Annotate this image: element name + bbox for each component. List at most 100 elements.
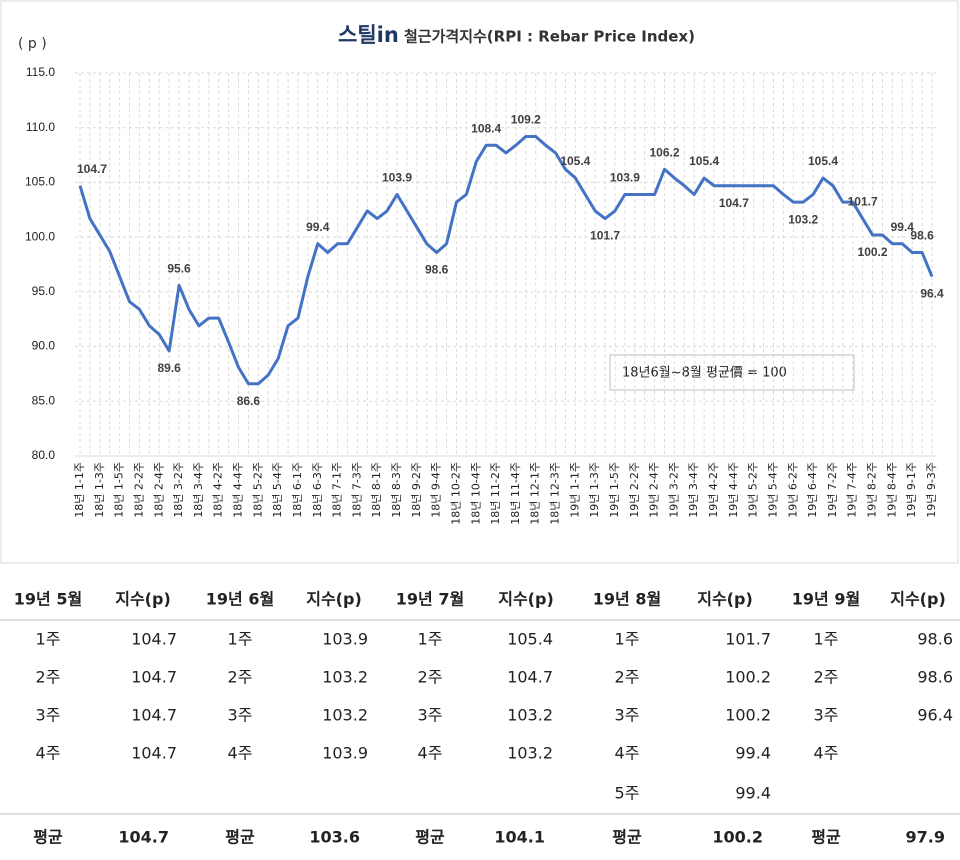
- table-week: 1주: [36, 630, 61, 649]
- table-week: 1주: [418, 630, 443, 649]
- x-tick-label: 18년 5-2주: [251, 462, 264, 518]
- x-tick-label: 19년 1-3주: [588, 462, 601, 518]
- table-avg-label: 평균: [415, 828, 445, 847]
- table-week: 4주: [418, 744, 443, 763]
- x-tick-label: 18년 4-4주: [232, 462, 245, 518]
- table-value: 99.4: [735, 784, 771, 803]
- x-tick-label: 18년 1-5주: [113, 462, 126, 518]
- chart-title: 철근가격지수(RPI : Rebar Price Index): [404, 28, 695, 46]
- table-month: 19년 9월: [792, 590, 860, 609]
- chart-frame: [0, 0, 959, 564]
- x-tick-label: 18년 1-1주: [73, 462, 86, 518]
- x-tick-label: 19년 5-4주: [766, 462, 779, 518]
- x-tick-label: 18년 6-1주: [291, 462, 304, 518]
- table-week: 2주: [228, 668, 253, 687]
- table-avg: 104.7: [118, 828, 169, 847]
- table-week: 3주: [418, 706, 443, 725]
- table-value: 103.2: [507, 706, 553, 725]
- data-label: 98.6: [910, 229, 934, 243]
- data-label: 98.6: [425, 263, 449, 277]
- table-week: 1주: [814, 630, 839, 649]
- table-week: 4주: [228, 744, 253, 763]
- data-label: 104.7: [719, 196, 749, 210]
- x-tick-label: 19년 9-3주: [925, 462, 938, 518]
- table-value: 103.9: [322, 630, 368, 649]
- table-value: 104.7: [131, 668, 177, 687]
- table-unit: 지수(p): [697, 590, 753, 609]
- table-avg: 104.1: [494, 828, 545, 847]
- x-tick-label: 19년 4-4주: [727, 462, 740, 518]
- table-week: 3주: [228, 706, 253, 725]
- y-tick-label: 80.0: [32, 448, 56, 462]
- table-avg-label: 평균: [811, 828, 841, 847]
- table-value: 105.4: [507, 630, 553, 649]
- table-avg: 103.6: [309, 828, 360, 847]
- x-tick-label: 19년 2-4주: [648, 462, 661, 518]
- table-month: 19년 6월: [206, 590, 274, 609]
- table-value: 104.7: [131, 630, 177, 649]
- logo: 스틸in: [338, 23, 399, 47]
- x-tick-label: 19년 1-1주: [568, 462, 581, 518]
- table-week: 2주: [418, 668, 443, 687]
- x-tick-label: 18년 5-4주: [271, 462, 284, 518]
- table-week: 2주: [36, 668, 61, 687]
- table-week: 4주: [36, 744, 61, 763]
- data-label: 89.6: [157, 361, 181, 375]
- table-week: 4주: [814, 744, 839, 763]
- table-value: 103.2: [507, 744, 553, 763]
- table-week: 2주: [814, 668, 839, 687]
- x-tick-label: 18년 11-4주: [509, 462, 522, 525]
- x-tick-label: 19년 4-2주: [707, 462, 720, 518]
- data-label: 105.4: [560, 154, 590, 168]
- table-value: 104.7: [131, 744, 177, 763]
- x-tick-label: 19년 6-4주: [806, 462, 819, 518]
- x-tick-label: 18년 3-4주: [192, 462, 205, 518]
- x-tick-label: 19년 5-2주: [747, 462, 760, 518]
- x-tick-label: 18년 2-2주: [132, 462, 145, 518]
- x-tick-label: 18년 2-4주: [152, 462, 165, 518]
- y-tick-label: 90.0: [32, 339, 56, 353]
- x-tick-label: 18년 8-3주: [390, 462, 403, 518]
- x-tick-label: 19년 7-4주: [846, 462, 859, 518]
- x-tick-label: 19년 8-2주: [866, 462, 879, 518]
- x-tick-label: 18년 10-4주: [469, 462, 482, 525]
- x-tick-label: 18년 1-3주: [93, 462, 106, 518]
- table-month: 19년 7월: [396, 590, 464, 609]
- table-avg: 100.2: [712, 828, 763, 847]
- x-tick-label: 18년 9-2주: [410, 462, 423, 518]
- data-label: 101.7: [590, 229, 620, 243]
- x-tick-label: 18년 7-1주: [331, 462, 344, 518]
- x-tick-label: 18년 12-3주: [549, 462, 562, 525]
- table-value: 98.6: [917, 668, 953, 687]
- data-label: 109.2: [511, 113, 541, 127]
- table-value: 98.6: [917, 630, 953, 649]
- table-week: 3주: [814, 706, 839, 725]
- y-axis-label: ( p ): [18, 36, 47, 52]
- table-value: 99.4: [735, 744, 771, 763]
- annotation-box: [609, 354, 855, 391]
- data-label: 103.9: [382, 171, 412, 185]
- table-avg-label: 평균: [33, 828, 63, 847]
- table-week: 2주: [615, 668, 640, 687]
- table-unit: 지수(p): [890, 590, 946, 609]
- x-tick-label: 18년 7-3주: [350, 462, 363, 518]
- table-value: 104.7: [507, 668, 553, 687]
- data-label: 96.4: [920, 287, 944, 301]
- y-tick-label: 110.0: [26, 120, 55, 134]
- table-week: 5주: [615, 784, 640, 803]
- data-label: 100.2: [858, 245, 888, 259]
- table-value: 96.4: [917, 706, 953, 725]
- y-tick-label: 100.0: [25, 229, 55, 243]
- table-unit: 지수(p): [498, 590, 554, 609]
- table-value: 104.7: [131, 706, 177, 725]
- table-week: 3주: [36, 706, 61, 725]
- table-unit: 지수(p): [306, 590, 362, 609]
- x-tick-label: 19년 1-5주: [608, 462, 621, 518]
- line-series: [78, 134, 934, 386]
- data-label: 105.4: [689, 154, 719, 168]
- table-week: 1주: [615, 630, 640, 649]
- data-label: 105.4: [808, 154, 838, 168]
- x-tick-label: 18년 4-2주: [212, 462, 225, 518]
- table-value: 100.2: [725, 706, 771, 725]
